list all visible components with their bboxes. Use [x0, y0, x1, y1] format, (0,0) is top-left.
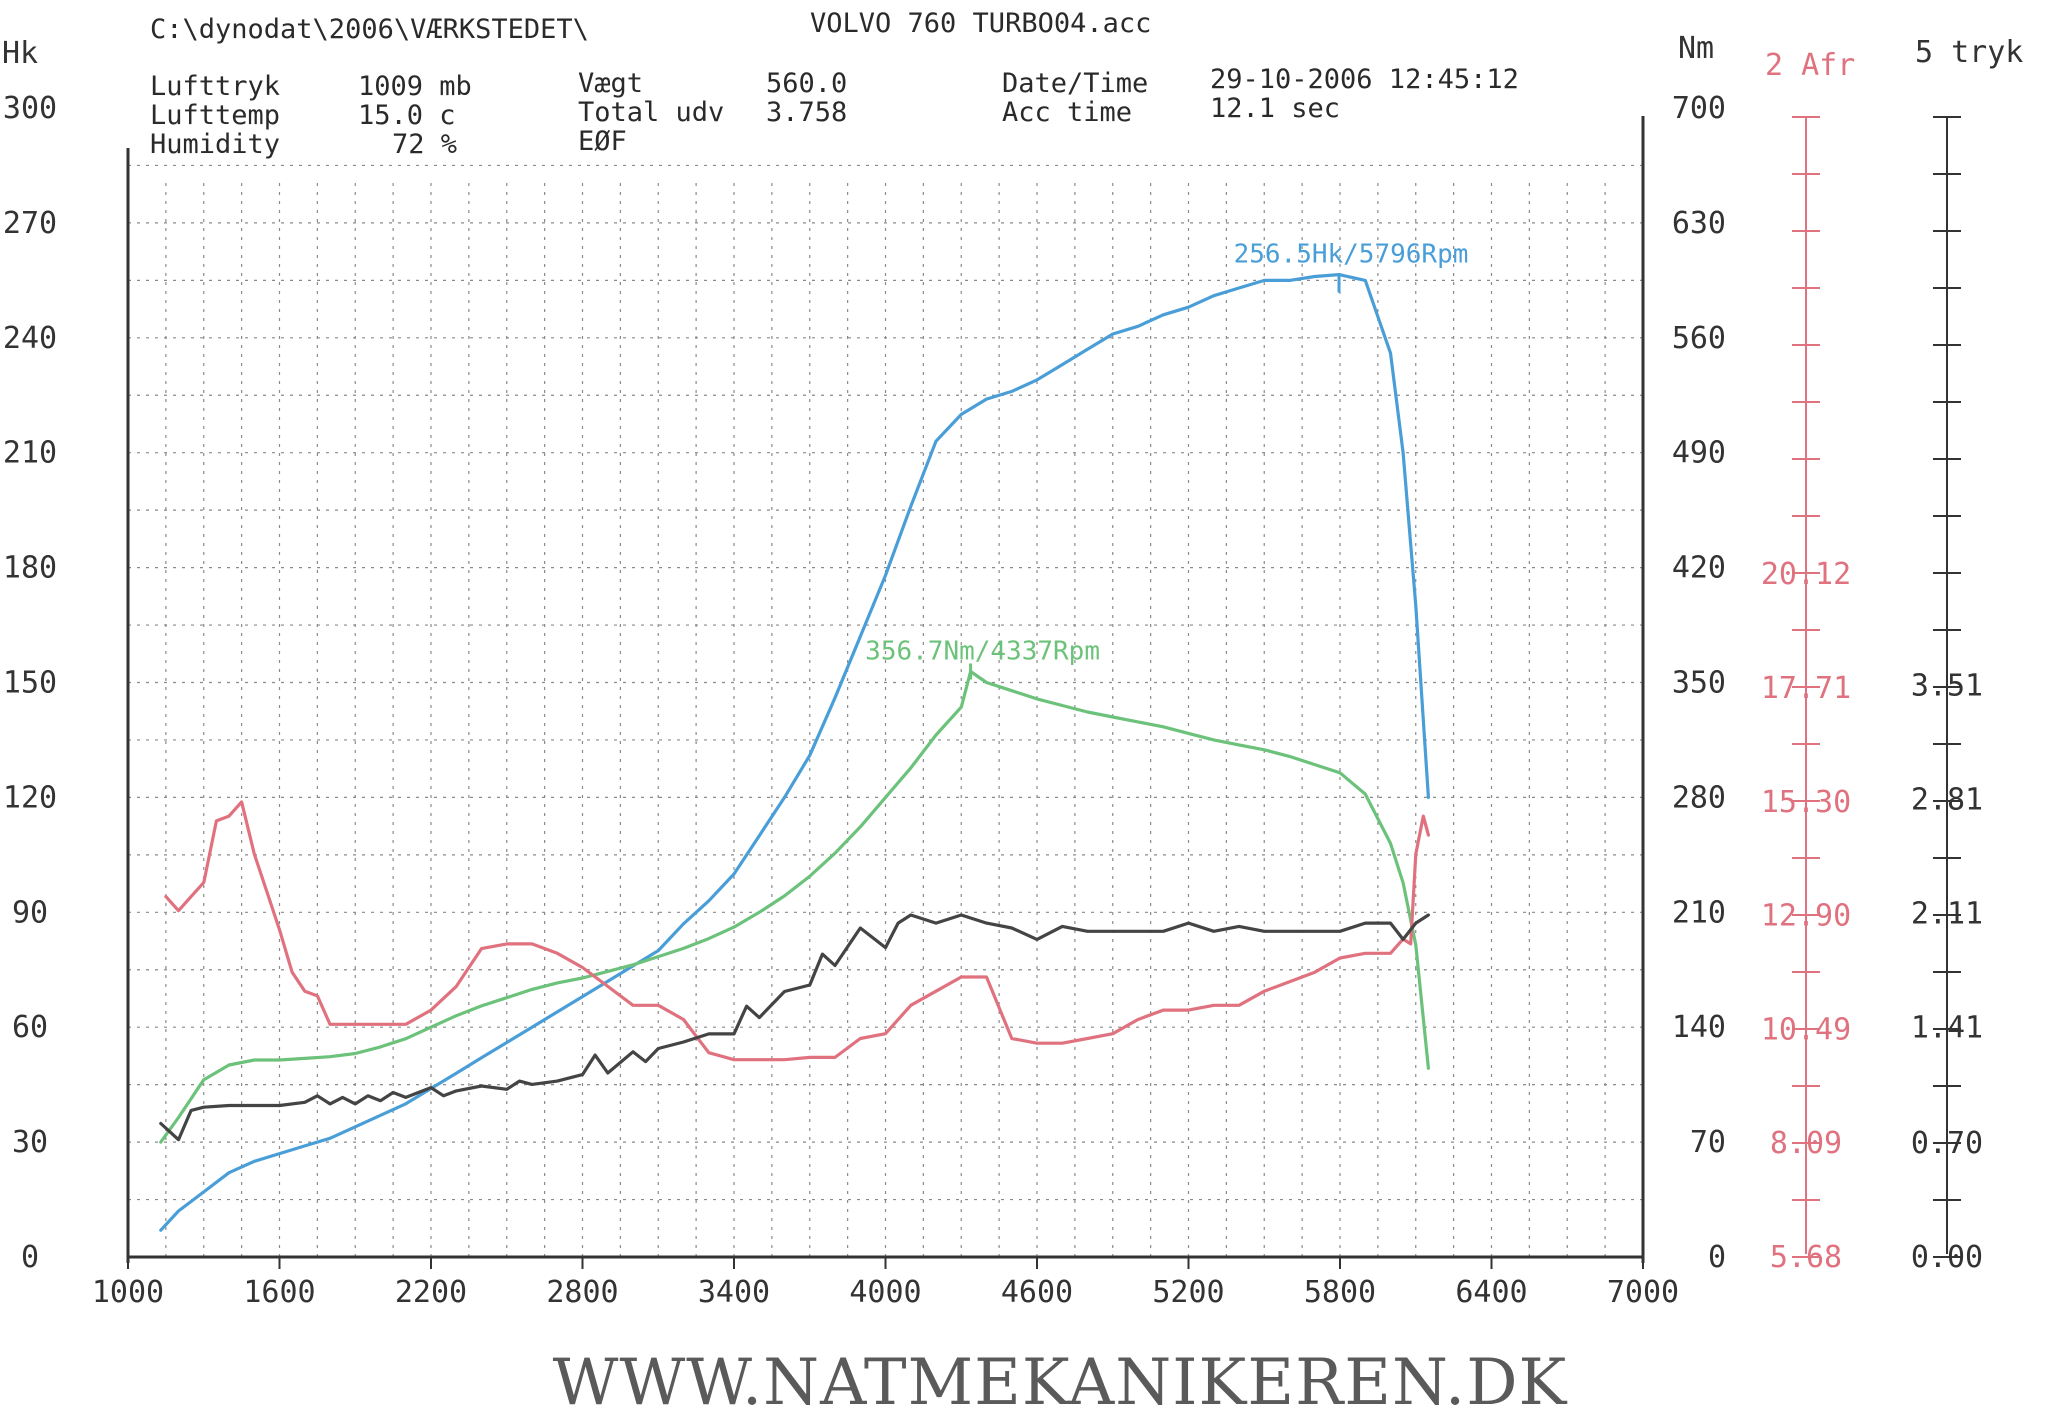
data-series	[159, 273, 1431, 1232]
humidity-value: 72 %	[392, 129, 457, 160]
boost-tick-label: 3.51	[1911, 668, 1983, 703]
x-tick-label: 2800	[546, 1275, 618, 1310]
nm-tick-label: 630	[1672, 206, 1726, 241]
datetime-label: Date/Time	[1002, 68, 1148, 99]
afr-tick-label: 10.49	[1761, 1012, 1851, 1047]
x-tick-label: 4000	[849, 1275, 921, 1310]
nm-tick-label: 560	[1672, 321, 1726, 356]
vaegt-value: 560.0	[766, 68, 847, 99]
boost-tick-label: 2.81	[1911, 782, 1983, 817]
hk-tick-label: 180	[3, 551, 57, 586]
eof-label: EØF	[578, 126, 627, 157]
boost-tick-label: 1.41	[1911, 1010, 1983, 1045]
afr-tick-label: 12.90	[1761, 898, 1851, 933]
vaegt-label: Vægt	[578, 68, 643, 99]
x-tick-label: 5200	[1152, 1275, 1224, 1310]
hk-tick-label: 300	[3, 91, 57, 126]
hk-tick-label: 150	[3, 666, 57, 701]
file-name: VOLVO 760 TURBO04.acc	[810, 8, 1151, 39]
x-tick-label: 6400	[1455, 1275, 1527, 1310]
x-tick-label: 3400	[698, 1275, 770, 1310]
x-tick-label: 1000	[92, 1275, 164, 1310]
boost-tick-label: 0.70	[1911, 1126, 1983, 1161]
footer-url: WWW.NATMEKANIKEREN.DK	[553, 1346, 1568, 1420]
lufttryk-value: 1009 mb	[358, 71, 472, 102]
nm-tick-label: 210	[1672, 895, 1726, 930]
boost-curve	[159, 913, 1431, 1142]
hk-tick-label: 30	[12, 1125, 48, 1160]
afr-tick-label: 20.12	[1761, 557, 1851, 592]
hk-tick-label: 0	[21, 1240, 39, 1275]
torque-peak-label: 356.7Nm/4337Rpm	[865, 637, 1100, 667]
nm-tick-label: 700	[1672, 91, 1726, 126]
power-peak-label: 256.5Hk/5796Rpm	[1234, 240, 1469, 270]
afr-axis-title: 2 Afr	[1765, 48, 1855, 83]
total-value: 3.758	[766, 97, 847, 128]
tick-labels: 1000 1600 2200 2800 3400 4000 4600 5200 5800 6400…	[3, 91, 1983, 1310]
lufttemp-value: 15.0 c	[358, 100, 456, 131]
hk-tick-label: 210	[3, 436, 57, 471]
afr-curve	[164, 800, 1431, 1062]
afr-tick-label: 17.71	[1761, 671, 1851, 706]
hk-tick-label: 120	[3, 780, 57, 815]
datetime-value: 29-10-2006 12:45:12	[1210, 64, 1519, 95]
torque-curve	[159, 669, 1431, 1144]
boost-axis-title: 5 tryk	[1915, 35, 2023, 70]
afr-tick-label: 15.30	[1761, 785, 1851, 820]
afr-tick-label: 8.09	[1770, 1126, 1842, 1161]
boost-tick-label: 2.11	[1911, 896, 1983, 931]
x-tick-label: 5800	[1304, 1275, 1376, 1310]
left-axis-title: Hk	[2, 36, 38, 71]
nm-tick-label: 140	[1672, 1010, 1726, 1045]
total-label: Total udv	[578, 97, 724, 128]
x-tick-label: 1600	[243, 1275, 315, 1310]
nm-tick-label: 420	[1672, 551, 1726, 586]
nm-tick-label: 280	[1672, 780, 1726, 815]
hk-tick-label: 270	[3, 206, 57, 241]
annotations: 256.5Hk/5796Rpm 356.7Nm/4337Rpm	[865, 240, 1468, 680]
lufttryk-label: Lufttryk	[150, 71, 280, 102]
humidity-label: Humidity	[150, 129, 280, 160]
power-curve	[159, 273, 1431, 1232]
hk-tick-label: 90	[12, 895, 48, 930]
nm-tick-label: 70	[1690, 1125, 1726, 1160]
plot-grid	[128, 164, 1643, 1257]
boost-tick-label: 0.00	[1911, 1240, 1983, 1275]
lufttemp-label: Lufttemp	[150, 100, 280, 131]
hk-tick-label: 240	[3, 321, 57, 356]
hk-tick-label: 60	[12, 1010, 48, 1045]
file-path: C:\dynodat\2006\VÆRKSTEDET\	[150, 14, 589, 45]
x-tick-label: 7000	[1607, 1275, 1679, 1310]
acc-label: Acc time	[1002, 97, 1132, 128]
nm-tick-label: 350	[1672, 666, 1726, 701]
acc-value: 12.1 sec	[1210, 93, 1340, 124]
afr-tick-label: 5.68	[1770, 1240, 1842, 1275]
nm-tick-label: 0	[1708, 1240, 1726, 1275]
plot-axes	[126, 116, 1961, 1269]
right-axis-title: Nm	[1678, 31, 1714, 66]
x-tick-label: 2200	[395, 1275, 467, 1310]
x-tick-label: 4600	[1001, 1275, 1073, 1310]
nm-tick-label: 490	[1672, 436, 1726, 471]
